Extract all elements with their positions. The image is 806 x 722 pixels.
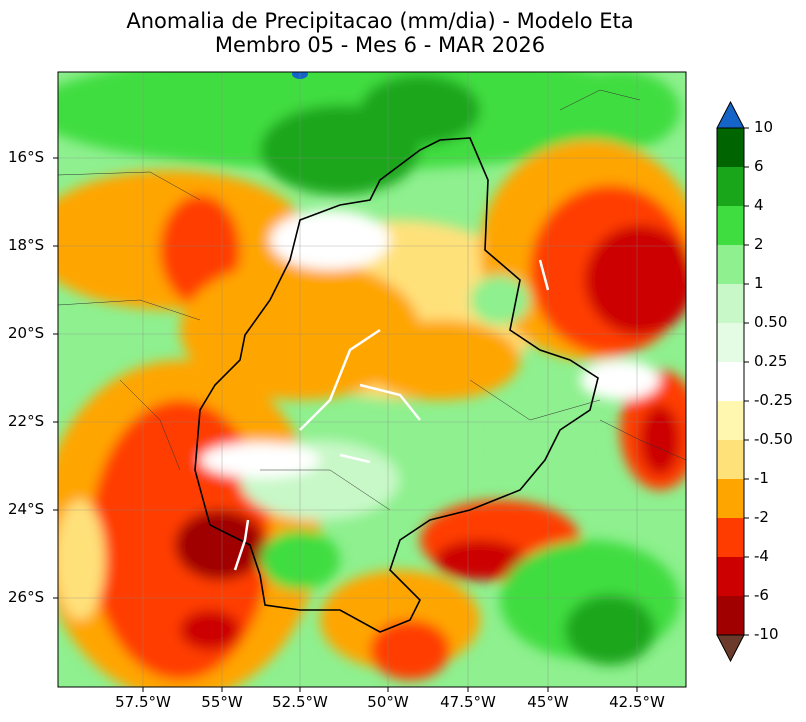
lat-label: 22°S (8, 412, 45, 430)
lon-label: 45°W (527, 693, 569, 711)
colorbar-tick-label: -2 (754, 508, 769, 526)
colorbar-segment (717, 401, 744, 440)
colorbar (716, 100, 749, 663)
colorbar-tick-label: -6 (754, 586, 769, 604)
lon-label: 57.5°W (115, 693, 171, 711)
map-frame (57, 71, 687, 688)
colorbar-tick-label: 10 (754, 118, 774, 136)
map-title-line2: Membro 05 - Mes 6 - MAR 2026 (214, 33, 546, 57)
lon-label: 52.5°W (272, 693, 328, 711)
colorbar-tick-label: 0.50 (754, 313, 788, 331)
colorbar-tick-label: -0.25 (754, 391, 793, 409)
colorbar-tick-label: 6 (754, 157, 764, 175)
colorbar-segment (717, 206, 744, 245)
map-title-line1: Anomalia de Precipitacao (mm/dia) - Mode… (126, 9, 634, 33)
lon-label: 55°W (201, 693, 243, 711)
lat-label: 24°S (8, 500, 45, 518)
colorbar-frame (716, 127, 745, 636)
colorbar-segment (717, 557, 744, 596)
colorbar-tick-label: 2 (754, 235, 764, 253)
colorbar-segment (717, 323, 744, 362)
colorbar-segment (717, 167, 744, 206)
colorbar-segment (717, 284, 744, 323)
colorbar-tick-label: 1 (754, 274, 764, 292)
lon-label: 50°W (367, 693, 409, 711)
colorbar-segment (717, 440, 744, 479)
colorbar-tick-label: -1 (754, 469, 769, 487)
colorbar-segment (717, 362, 744, 401)
lon-label: 42.5°W (609, 693, 665, 711)
colorbar-tick-label: -4 (754, 547, 769, 565)
lat-label: 16°S (8, 148, 45, 166)
colorbar-under-triangle (716, 634, 745, 663)
colorbar-segment (717, 128, 744, 167)
lat-label: 20°S (8, 324, 45, 342)
colorbar-over-triangle (716, 100, 745, 129)
basin-outline (194, 137, 599, 633)
colorbar-segment (717, 518, 744, 557)
colorbar-segment (717, 245, 744, 284)
colorbar-tick-label: -0.50 (754, 430, 793, 448)
colorbar-tick-label: -10 (754, 625, 779, 643)
colorbar-segment (717, 596, 744, 635)
map-field (58, 72, 686, 687)
colorbar-tick-label: 0.25 (754, 352, 788, 370)
lat-label: 18°S (8, 236, 45, 254)
colorbar-segment (717, 479, 744, 518)
colorbar-tick-label: 4 (754, 196, 764, 214)
lat-label: 26°S (8, 588, 45, 606)
lon-label: 47.5°W (440, 693, 496, 711)
